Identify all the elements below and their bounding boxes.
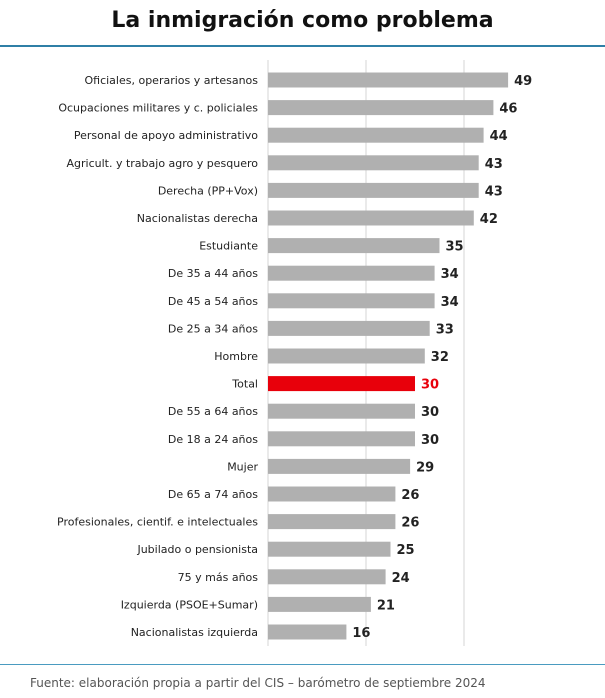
bar-15 bbox=[268, 486, 396, 502]
bar-18 bbox=[268, 569, 386, 585]
category-label: Derecha (PP+Vox) bbox=[158, 184, 258, 197]
value-label: 35 bbox=[446, 240, 464, 255]
category-label: Estudiante bbox=[199, 240, 258, 253]
value-label: 34 bbox=[441, 267, 459, 282]
value-label: 46 bbox=[499, 102, 517, 117]
category-label: Nacionalistas derecha bbox=[137, 212, 258, 225]
bar-1 bbox=[268, 100, 494, 116]
bar-11 bbox=[268, 376, 415, 392]
bar-8 bbox=[268, 293, 435, 309]
value-label: 30 bbox=[421, 433, 439, 448]
bar-9 bbox=[268, 320, 430, 336]
bar-4 bbox=[268, 182, 479, 198]
category-label: Agricult. y trabajo agro y pesquero bbox=[66, 157, 258, 170]
bar-17 bbox=[268, 541, 391, 557]
value-label: 21 bbox=[377, 598, 395, 613]
bar-7 bbox=[268, 265, 435, 281]
category-label: Total bbox=[231, 378, 258, 391]
category-label: De 45 a 54 años bbox=[168, 295, 258, 308]
category-label: 75 y más años bbox=[178, 571, 259, 584]
category-label: Oficiales, operarios y artesanos bbox=[84, 74, 258, 87]
bar-2 bbox=[268, 127, 484, 143]
bar-16 bbox=[268, 514, 396, 530]
chart-title: La inmigración como problema bbox=[111, 8, 494, 33]
title-divider bbox=[0, 45, 605, 47]
bar-5 bbox=[268, 210, 474, 226]
value-label: 26 bbox=[401, 488, 419, 503]
category-label: Personal de apoyo administrativo bbox=[74, 129, 258, 142]
category-label: De 25 a 34 años bbox=[168, 322, 258, 335]
value-label: 44 bbox=[490, 129, 508, 144]
value-label: 30 bbox=[421, 405, 439, 420]
value-label: 16 bbox=[352, 626, 370, 641]
footer-divider bbox=[0, 664, 605, 665]
bar-13 bbox=[268, 431, 415, 447]
category-label: De 65 a 74 años bbox=[168, 488, 258, 501]
category-label: Ocupaciones militares y c. policiales bbox=[58, 102, 258, 115]
value-label: 25 bbox=[397, 543, 415, 558]
value-label: 34 bbox=[441, 295, 459, 310]
value-label: 24 bbox=[392, 571, 410, 586]
bar-0 bbox=[268, 72, 509, 88]
value-label: 43 bbox=[485, 184, 503, 199]
category-label: De 35 a 44 años bbox=[168, 267, 258, 280]
value-label: 32 bbox=[431, 350, 449, 365]
value-label: 43 bbox=[485, 157, 503, 172]
value-label: 42 bbox=[480, 212, 498, 227]
category-label: Nacionalistas izquierda bbox=[131, 626, 258, 639]
value-label: 30 bbox=[421, 378, 439, 393]
bar-6 bbox=[268, 238, 440, 254]
category-label: Profesionales, cientif. e intelectuales bbox=[57, 516, 258, 529]
bar-19 bbox=[268, 596, 371, 612]
category-label: Hombre bbox=[214, 350, 258, 363]
category-label: Mujer bbox=[227, 460, 258, 473]
bar-chart: Oficiales, operarios y artesanos 49 Ocupac… bbox=[57, 60, 532, 646]
labels: Oficiales, operarios y artesanos 49 Ocupac… bbox=[57, 74, 532, 641]
value-label: 29 bbox=[416, 460, 434, 475]
value-label: 49 bbox=[514, 74, 532, 89]
category-label: Jubilado o pensionista bbox=[136, 543, 258, 556]
category-label: De 18 a 24 años bbox=[168, 433, 258, 446]
category-label: Izquierda (PSOE+Sumar) bbox=[121, 598, 258, 611]
bar-12 bbox=[268, 403, 415, 419]
bar-14 bbox=[268, 458, 411, 474]
bar-20 bbox=[268, 624, 347, 640]
value-label: 26 bbox=[401, 516, 419, 531]
bar-3 bbox=[268, 155, 479, 171]
bars bbox=[268, 72, 509, 640]
category-label: De 55 a 64 años bbox=[168, 405, 258, 418]
value-label: 33 bbox=[436, 322, 454, 337]
source-note: Fuente: elaboración propia a partir del … bbox=[30, 676, 486, 690]
bar-10 bbox=[268, 348, 425, 364]
